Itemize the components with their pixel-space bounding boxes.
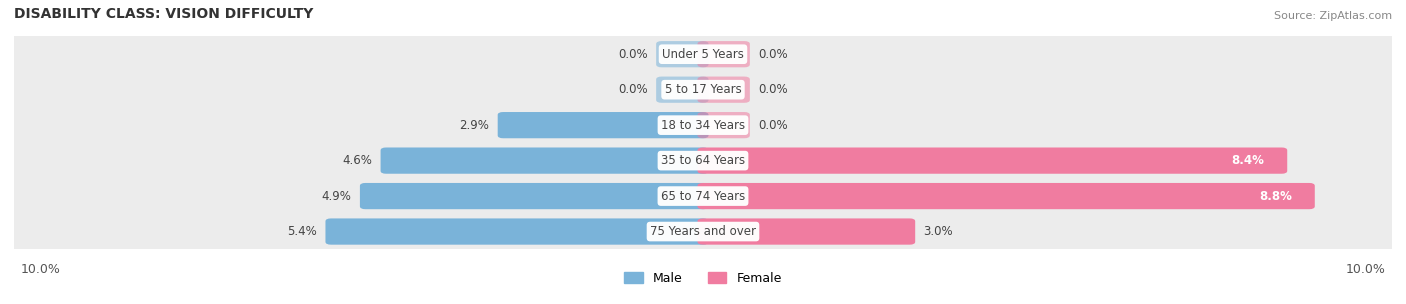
FancyBboxPatch shape: [11, 141, 1395, 181]
Text: 10.0%: 10.0%: [21, 263, 60, 276]
Text: 5 to 17 Years: 5 to 17 Years: [665, 83, 741, 96]
Text: Under 5 Years: Under 5 Years: [662, 48, 744, 61]
Text: 8.4%: 8.4%: [1232, 154, 1264, 167]
FancyBboxPatch shape: [381, 147, 709, 174]
Text: 75 Years and over: 75 Years and over: [650, 225, 756, 238]
Text: 18 to 34 Years: 18 to 34 Years: [661, 119, 745, 132]
FancyBboxPatch shape: [325, 218, 709, 245]
FancyBboxPatch shape: [657, 77, 709, 103]
Legend: Male, Female: Male, Female: [619, 267, 787, 290]
Text: Source: ZipAtlas.com: Source: ZipAtlas.com: [1274, 11, 1392, 21]
Text: 0.0%: 0.0%: [758, 48, 787, 61]
Text: DISABILITY CLASS: VISION DIFFICULTY: DISABILITY CLASS: VISION DIFFICULTY: [14, 7, 314, 21]
FancyBboxPatch shape: [657, 41, 709, 67]
FancyBboxPatch shape: [697, 147, 1288, 174]
Text: 0.0%: 0.0%: [619, 83, 648, 96]
FancyBboxPatch shape: [697, 183, 1315, 209]
Text: 10.0%: 10.0%: [1346, 263, 1385, 276]
FancyBboxPatch shape: [697, 218, 915, 245]
Text: 0.0%: 0.0%: [758, 83, 787, 96]
FancyBboxPatch shape: [11, 212, 1395, 251]
Text: 0.0%: 0.0%: [619, 48, 648, 61]
FancyBboxPatch shape: [697, 77, 749, 103]
FancyBboxPatch shape: [11, 70, 1395, 109]
FancyBboxPatch shape: [11, 105, 1395, 145]
Text: 65 to 74 Years: 65 to 74 Years: [661, 190, 745, 202]
FancyBboxPatch shape: [360, 183, 709, 209]
Text: 35 to 64 Years: 35 to 64 Years: [661, 154, 745, 167]
Text: 4.6%: 4.6%: [343, 154, 373, 167]
FancyBboxPatch shape: [11, 34, 1395, 74]
Text: 0.0%: 0.0%: [758, 119, 787, 132]
Text: 3.0%: 3.0%: [924, 225, 953, 238]
FancyBboxPatch shape: [697, 41, 749, 67]
Text: 2.9%: 2.9%: [460, 119, 489, 132]
Text: 4.9%: 4.9%: [322, 190, 352, 202]
Text: 5.4%: 5.4%: [287, 225, 318, 238]
FancyBboxPatch shape: [498, 112, 709, 138]
Text: 8.8%: 8.8%: [1260, 190, 1292, 202]
FancyBboxPatch shape: [697, 112, 749, 138]
FancyBboxPatch shape: [11, 176, 1395, 216]
